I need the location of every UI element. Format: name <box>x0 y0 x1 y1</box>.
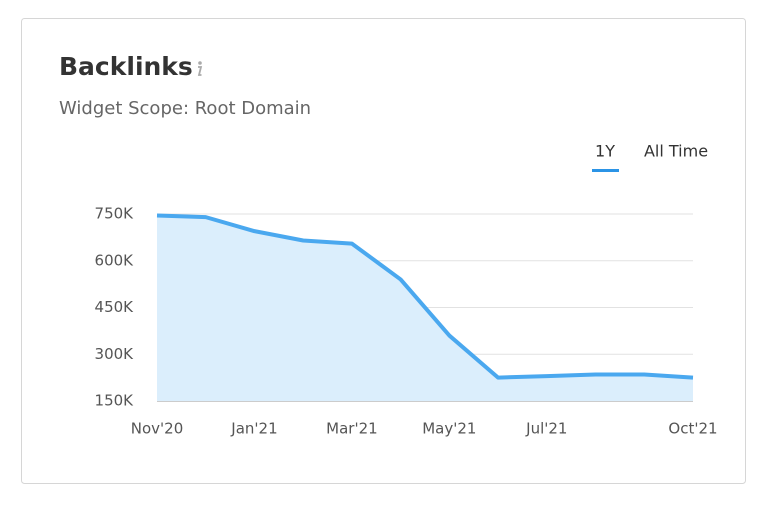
widget-subtitle: Widget Scope: Root Domain <box>59 98 311 119</box>
tab-underline <box>592 169 619 172</box>
x-tick-label: Jul'21 <box>525 420 567 438</box>
tab[interactable]: All Time <box>644 142 708 161</box>
widget-title: Backlinks <box>59 52 193 81</box>
info-icon[interactable] <box>197 61 203 76</box>
y-tick-label: 150K <box>95 392 135 410</box>
plot: 150K 300K 450K 600K 750K Nov'20 Jan'21 Mar'21 Ma… <box>95 205 718 438</box>
x-tick-label: Nov'20 <box>131 420 184 438</box>
x-tick-label: Oct'21 <box>668 420 717 438</box>
line <box>156 213 694 380</box>
info-icon-stem <box>197 66 203 76</box>
x-tick-label: Jan'21 <box>230 420 277 438</box>
x-tick-label: May'21 <box>422 420 476 438</box>
y-tick-label: 300K <box>95 345 135 363</box>
tab[interactable]: 1Y <box>595 142 615 161</box>
x-tick-label: Mar'21 <box>326 420 378 438</box>
info-icon-dot <box>198 61 202 65</box>
y-tick-label: 600K <box>95 251 135 269</box>
y-tick-label: 750K <box>95 205 135 223</box>
y-tick-label: 450K <box>95 298 135 316</box>
